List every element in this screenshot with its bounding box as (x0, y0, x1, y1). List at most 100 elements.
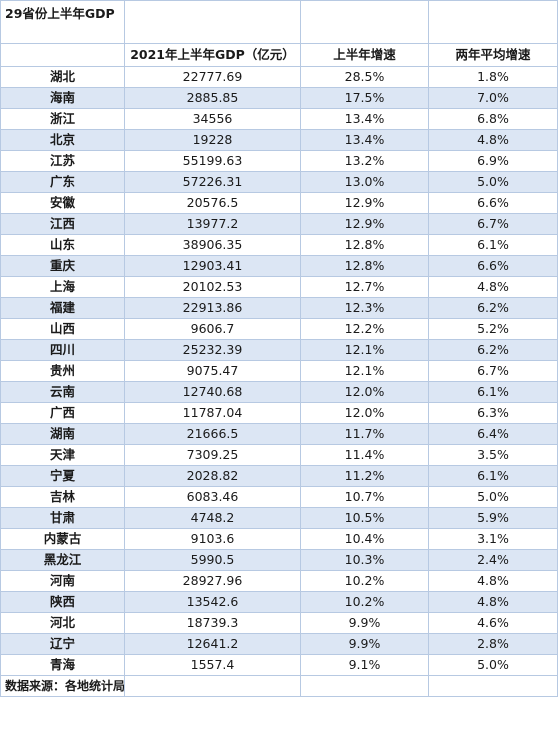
growth-cell[interactable]: 10.2% (300, 570, 429, 592)
province-cell[interactable]: 广西 (0, 402, 125, 424)
growth-cell[interactable]: 12.0% (300, 381, 429, 403)
growth-cell[interactable]: 13.2% (300, 150, 429, 172)
gdp-cell[interactable]: 12903.41 (124, 255, 301, 277)
avg-growth-cell[interactable]: 6.7% (428, 213, 558, 235)
avg-growth-cell[interactable]: 6.3% (428, 402, 558, 424)
gdp-cell[interactable]: 25232.39 (124, 339, 301, 361)
gdp-cell[interactable]: 9075.47 (124, 360, 301, 382)
gdp-cell[interactable]: 20576.5 (124, 192, 301, 214)
gdp-cell[interactable]: 7309.25 (124, 444, 301, 466)
gdp-cell[interactable]: 6083.46 (124, 486, 301, 508)
avg-growth-cell[interactable]: 6.1% (428, 381, 558, 403)
gdp-cell[interactable]: 13542.6 (124, 591, 301, 613)
province-cell[interactable]: 重庆 (0, 255, 125, 277)
header-province[interactable] (0, 43, 125, 67)
province-cell[interactable]: 海南 (0, 87, 125, 109)
header-gdp[interactable]: 2021年上半年GDP（亿元） (124, 43, 301, 67)
empty-cell[interactable] (300, 0, 429, 44)
province-cell[interactable]: 上海 (0, 276, 125, 298)
province-cell[interactable]: 甘肃 (0, 507, 125, 529)
avg-growth-cell[interactable]: 6.2% (428, 297, 558, 319)
gdp-cell[interactable]: 22913.86 (124, 297, 301, 319)
avg-growth-cell[interactable]: 6.2% (428, 339, 558, 361)
province-cell[interactable]: 云南 (0, 381, 125, 403)
growth-cell[interactable]: 9.9% (300, 612, 429, 634)
gdp-cell[interactable]: 12641.2 (124, 633, 301, 655)
empty-cell[interactable] (124, 0, 301, 44)
avg-growth-cell[interactable]: 4.8% (428, 129, 558, 151)
growth-cell[interactable]: 12.8% (300, 255, 429, 277)
gdp-cell[interactable]: 2028.82 (124, 465, 301, 487)
empty-cell[interactable] (300, 675, 429, 697)
province-cell[interactable]: 黑龙江 (0, 549, 125, 571)
province-cell[interactable]: 山东 (0, 234, 125, 256)
growth-cell[interactable]: 13.0% (300, 171, 429, 193)
growth-cell[interactable]: 12.9% (300, 192, 429, 214)
gdp-cell[interactable]: 57226.31 (124, 171, 301, 193)
avg-growth-cell[interactable]: 6.9% (428, 150, 558, 172)
gdp-cell[interactable]: 38906.35 (124, 234, 301, 256)
province-cell[interactable]: 北京 (0, 129, 125, 151)
growth-cell[interactable]: 28.5% (300, 66, 429, 88)
province-cell[interactable]: 浙江 (0, 108, 125, 130)
growth-cell[interactable]: 13.4% (300, 129, 429, 151)
avg-growth-cell[interactable]: 5.2% (428, 318, 558, 340)
growth-cell[interactable]: 9.1% (300, 654, 429, 676)
province-cell[interactable]: 河南 (0, 570, 125, 592)
growth-cell[interactable]: 12.1% (300, 339, 429, 361)
province-cell[interactable]: 山西 (0, 318, 125, 340)
gdp-cell[interactable]: 22777.69 (124, 66, 301, 88)
avg-growth-cell[interactable]: 4.8% (428, 570, 558, 592)
growth-cell[interactable]: 10.5% (300, 507, 429, 529)
growth-cell[interactable]: 10.2% (300, 591, 429, 613)
avg-growth-cell[interactable]: 7.0% (428, 87, 558, 109)
gdp-cell[interactable]: 34556 (124, 108, 301, 130)
growth-cell[interactable]: 11.7% (300, 423, 429, 445)
province-cell[interactable]: 河北 (0, 612, 125, 634)
province-cell[interactable]: 四川 (0, 339, 125, 361)
province-cell[interactable]: 江苏 (0, 150, 125, 172)
growth-cell[interactable]: 9.9% (300, 633, 429, 655)
province-cell[interactable]: 广东 (0, 171, 125, 193)
growth-cell[interactable]: 11.2% (300, 465, 429, 487)
growth-cell[interactable]: 12.8% (300, 234, 429, 256)
avg-growth-cell[interactable]: 6.1% (428, 234, 558, 256)
header-avg-growth[interactable]: 两年平均增速 (428, 43, 558, 67)
sheet-title[interactable]: 29省份上半年GDP (0, 0, 125, 44)
province-cell[interactable]: 湖北 (0, 66, 125, 88)
province-cell[interactable]: 内蒙古 (0, 528, 125, 550)
gdp-cell[interactable]: 9606.7 (124, 318, 301, 340)
avg-growth-cell[interactable]: 6.6% (428, 192, 558, 214)
growth-cell[interactable]: 12.1% (300, 360, 429, 382)
avg-growth-cell[interactable]: 2.8% (428, 633, 558, 655)
gdp-cell[interactable]: 9103.6 (124, 528, 301, 550)
avg-growth-cell[interactable]: 6.8% (428, 108, 558, 130)
growth-cell[interactable]: 17.5% (300, 87, 429, 109)
province-cell[interactable]: 安徽 (0, 192, 125, 214)
gdp-cell[interactable]: 20102.53 (124, 276, 301, 298)
avg-growth-cell[interactable]: 6.7% (428, 360, 558, 382)
gdp-cell[interactable]: 4748.2 (124, 507, 301, 529)
growth-cell[interactable]: 13.4% (300, 108, 429, 130)
avg-growth-cell[interactable]: 3.5% (428, 444, 558, 466)
avg-growth-cell[interactable]: 5.0% (428, 654, 558, 676)
gdp-cell[interactable]: 21666.5 (124, 423, 301, 445)
province-cell[interactable]: 湖南 (0, 423, 125, 445)
avg-growth-cell[interactable]: 2.4% (428, 549, 558, 571)
growth-cell[interactable]: 11.4% (300, 444, 429, 466)
province-cell[interactable]: 辽宁 (0, 633, 125, 655)
empty-cell[interactable] (428, 675, 558, 697)
avg-growth-cell[interactable]: 4.8% (428, 276, 558, 298)
growth-cell[interactable]: 12.7% (300, 276, 429, 298)
gdp-cell[interactable]: 5990.5 (124, 549, 301, 571)
avg-growth-cell[interactable]: 6.6% (428, 255, 558, 277)
province-cell[interactable]: 天津 (0, 444, 125, 466)
province-cell[interactable]: 吉林 (0, 486, 125, 508)
gdp-cell[interactable]: 19228 (124, 129, 301, 151)
growth-cell[interactable]: 12.0% (300, 402, 429, 424)
empty-cell[interactable] (428, 0, 558, 44)
growth-cell[interactable]: 10.7% (300, 486, 429, 508)
growth-cell[interactable]: 10.4% (300, 528, 429, 550)
avg-growth-cell[interactable]: 4.8% (428, 591, 558, 613)
source-note[interactable]: 数据来源：各地统计局 (0, 675, 125, 697)
